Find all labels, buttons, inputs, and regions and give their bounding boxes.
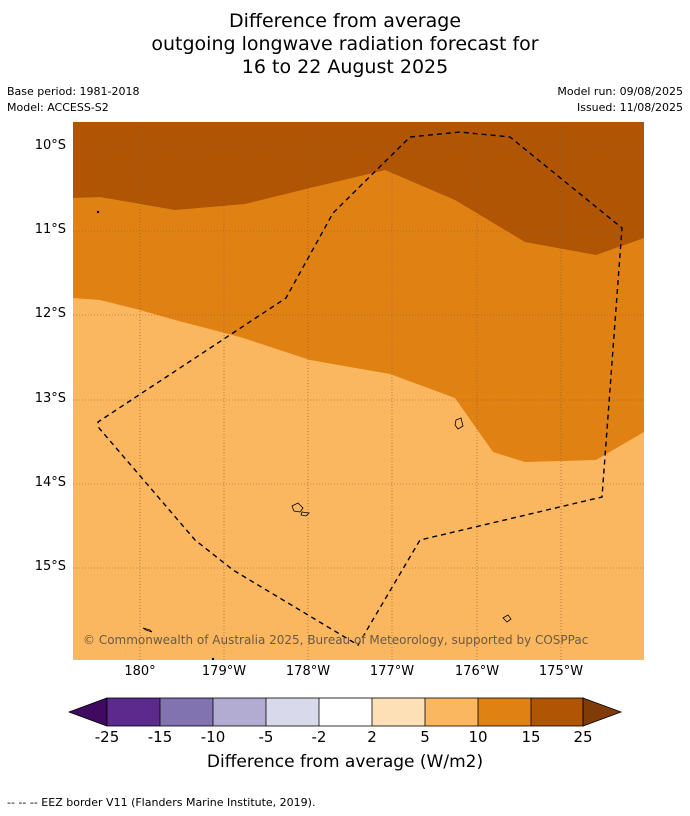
lon-label-177w: 177°W [369,664,415,679]
colorbar-bin-5 [319,698,372,726]
lat-label-15s: 15°S [34,559,66,574]
lon-label-179w: 179°W [201,664,247,679]
lat-label-12s: 12°S [34,306,66,321]
island-dot [96,210,100,214]
island-niuafo-ou [454,417,464,430]
base-period: Base period: 1981-2018 [7,85,140,98]
colorbar-bin-8 [478,698,531,726]
lon-label-176w: 176°W [454,664,500,679]
lat-label-14s: 14°S [34,475,66,490]
colorbar-bin-1 [107,698,160,726]
colorbar-bin-2 [160,698,213,726]
colorbar-tick-label: -10 [200,728,226,746]
island-niuatoputapu [502,614,512,623]
island-dot-2 [211,657,215,661]
colorbar-tick-label: 15 [521,728,541,746]
colorbar-tick-label: 5 [420,728,430,746]
island-futuna [300,511,310,517]
title-line-1: Difference from average [228,10,462,32]
colorbar-title: Difference from average (W/m2) [206,752,484,772]
graticule [73,122,644,660]
title-line-2: outgoing longwave radiation forecast for [151,33,539,55]
lat-label-11s: 11°S [34,222,66,237]
meta-right: Model run: 09/08/2025 Issued: 11/08/2025 [557,84,683,116]
island-west-small [142,627,153,633]
eez-legend-note: -- -- -- EEZ border V11 (Flanders Marine… [7,796,316,809]
lat-label-13s: 13°S [34,391,66,406]
colorbar-frame [106,697,584,727]
colorbar-tick-label: 25 [573,728,593,746]
colorbar-bin-3 [213,698,266,726]
lon-label-175w: 175°W [538,664,584,679]
colorbar-bin-4 [266,698,319,726]
colorbar-tick-label: -15 [147,728,173,746]
issued-date: Issued: 11/08/2025 [576,101,683,114]
colorbar-tick-label: -2 [311,728,327,746]
meta-left: Base period: 1981-2018 Model: ACCESS-S2 [7,84,139,116]
map-panel [73,122,644,661]
anomaly-band-15-25 [73,122,644,255]
colorbar-tick-label: -25 [94,728,120,746]
lon-label-180: 180° [124,664,156,679]
colorbar [67,697,623,727]
colorbar-dividers [159,698,532,726]
title-line-3: 16 to 22 August 2025 [241,56,449,78]
colorbar-bin-7 [425,698,478,726]
colorbar-tick-label: 10 [468,728,488,746]
colorbar-tick-label: 2 [367,728,377,746]
lat-label-10s: 10°S [34,138,66,153]
colorbar-bin-9 [531,698,583,726]
island-wallis [291,502,304,513]
lon-label-178w: 178°W [285,664,331,679]
colorbar-tick-label: -5 [258,728,274,746]
islands [96,210,512,661]
model-name: Model: ACCESS-S2 [7,101,109,114]
copyright-notice: © Commonwealth of Australia 2025, Bureau… [83,633,589,647]
colorbar-bin-6 [372,698,425,726]
colorbar-extend-high [582,697,623,727]
colorbar-extend-low [67,697,108,727]
model-run: Model run: 09/08/2025 [557,85,683,98]
